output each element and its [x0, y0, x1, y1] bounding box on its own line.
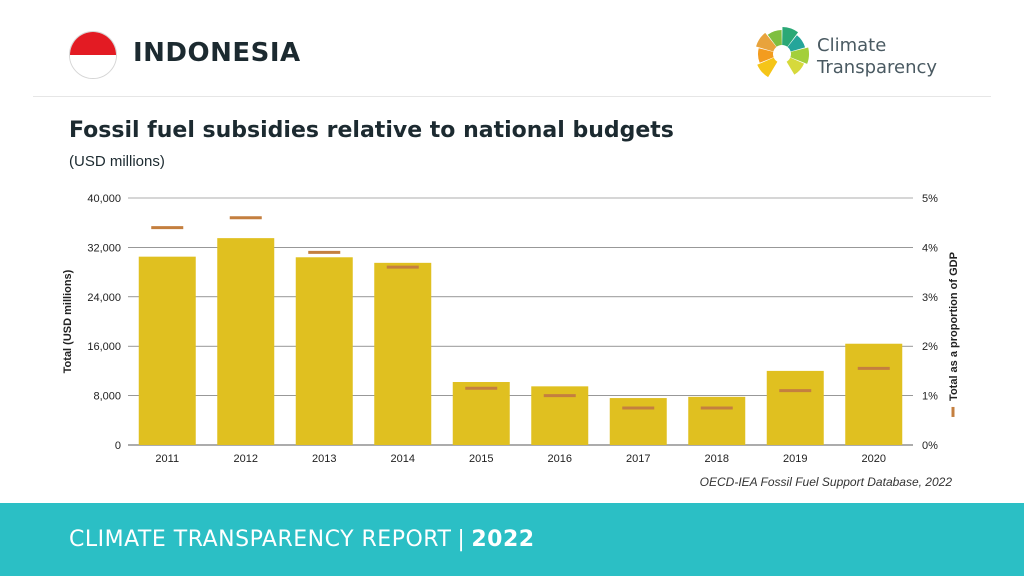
x-tick-label: 2019 — [783, 453, 807, 465]
x-tick-label: 2016 — [548, 453, 572, 465]
brand-name: Climate Transparency — [817, 35, 937, 79]
logo-segment — [790, 47, 809, 64]
y-tick-label: 8,000 — [93, 391, 121, 403]
y-tick-label: 0 — [115, 440, 121, 452]
y-tick-label: 24,000 — [87, 292, 121, 304]
logo-segment — [756, 32, 777, 52]
bar-2018 — [688, 396, 746, 445]
y2-tick-label: 5% — [922, 193, 938, 205]
climate-transparency-logo-icon — [756, 27, 809, 78]
bar-2012 — [217, 238, 275, 445]
y-tick-label: 16,000 — [87, 341, 121, 353]
subsidies-chart: 0 8,000 16,000 24,000 32,000 40,000 0% 1% 2% 3% 4%… — [62, 193, 960, 465]
header-divider — [33, 96, 991, 97]
y-tick-label: 32,000 — [87, 242, 121, 254]
footer-report-name: CLIMATE TRANSPARENCY REPORT — [69, 527, 452, 552]
footer-year: 2022 — [471, 527, 535, 552]
x-tick-label: 2013 — [312, 453, 336, 465]
bar-2011 — [138, 256, 196, 445]
y2-tick-label: 2% — [922, 341, 938, 353]
bar-2017 — [609, 398, 667, 445]
bar-2020 — [845, 343, 903, 445]
indonesia-flag — [69, 31, 117, 79]
footer-separator: | — [457, 527, 466, 552]
y2-axis-label: Total as a proportion of GDP — [948, 252, 960, 401]
logo-segment — [758, 48, 774, 63]
y2-tick-label: 1% — [922, 391, 938, 403]
x-tick-label: 2014 — [391, 453, 415, 465]
bar-2015 — [452, 382, 510, 445]
logo-segment — [786, 57, 805, 75]
x-tick-label: 2020 — [862, 453, 886, 465]
logo-segment — [767, 30, 782, 47]
chart-source: OECD-IEA Fossil Fuel Support Database, 2… — [699, 475, 952, 489]
bar-2013 — [295, 257, 353, 445]
chart-title: Fossil fuel subsidies relative to nation… — [69, 118, 674, 143]
chart-subtitle: (USD millions) — [69, 153, 165, 170]
country-title: INDONESIA — [133, 38, 301, 68]
logo-segment — [782, 27, 799, 47]
brand-line-1: Climate — [817, 35, 887, 56]
x-tick-label: 2012 — [234, 453, 258, 465]
footer-text: CLIMATE TRANSPARENCY REPORT | 2022 — [69, 527, 535, 552]
flag-red-half — [70, 32, 116, 55]
footer-bar: CLIMATE TRANSPARENCY REPORT | 2022 — [0, 503, 1024, 576]
flag-white-half — [70, 55, 116, 78]
brand-line-2: Transparency — [817, 57, 938, 78]
x-tick-label: 2018 — [705, 453, 729, 465]
y-tick-label: 40,000 — [87, 193, 121, 205]
y2-tick-label: 0% — [922, 440, 938, 452]
bar-2014 — [374, 262, 432, 445]
x-tick-label: 2011 — [155, 453, 179, 465]
bar-2019 — [766, 370, 824, 445]
y2-tick-label: 4% — [922, 242, 938, 254]
x-tick-label: 2017 — [626, 453, 650, 465]
y2-tick-label: 3% — [922, 292, 938, 304]
x-tick-label: 2015 — [469, 453, 493, 465]
logo-segment — [757, 57, 778, 78]
y-axis-label: Total (USD millions) — [62, 269, 74, 373]
logo-segment — [787, 35, 806, 52]
